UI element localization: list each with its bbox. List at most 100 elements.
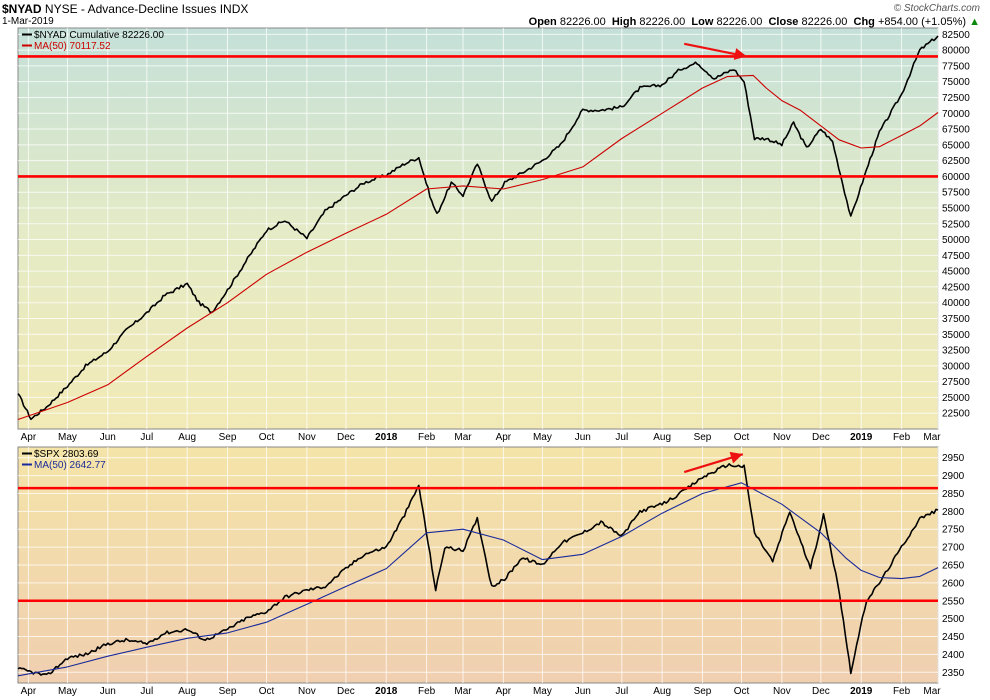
x-tick-label: Aug [178, 432, 196, 443]
y-tick-label: 2550 [942, 596, 965, 607]
exchange-name: NYSE - Advance-Decline Issues [44, 2, 217, 16]
x-tick-label: Mar [923, 686, 941, 697]
y-tick-label: 30000 [942, 361, 970, 372]
x-tick-label: Oct [259, 686, 275, 697]
low-label: Low [691, 16, 714, 28]
x-tick-label: 2018 [375, 686, 398, 697]
chart-symbol-line: $NYAD NYSE - Advance-Decline Issues INDX [2, 2, 248, 16]
legend-label: $SPX 2803.69 [34, 449, 99, 460]
x-tick-label: 2019 [850, 432, 873, 443]
x-tick-label: Dec [337, 432, 355, 443]
y-tick-label: 47500 [942, 251, 970, 262]
y-tick-label: 2650 [942, 561, 965, 572]
x-tick-label: Oct [734, 686, 750, 697]
x-tick-label: Jul [615, 686, 628, 697]
high-label: High [611, 16, 637, 28]
low-value: 82226.00 [716, 16, 763, 28]
x-tick-label: 2019 [850, 686, 873, 697]
open-label: Open [528, 16, 557, 28]
symbol: $NYAD [2, 2, 42, 16]
y-tick-label: 45000 [942, 267, 970, 278]
y-tick-label: 2800 [942, 507, 965, 518]
chart-date: 1-Mar-2019 [2, 16, 54, 27]
x-tick-label: Jul [615, 432, 628, 443]
y-tick-label: 42500 [942, 282, 970, 293]
x-tick-label: May [533, 686, 552, 697]
watermark: © StockCharts.com [893, 3, 980, 14]
y-tick-label: 55000 [942, 203, 970, 214]
y-tick-label: 2350 [942, 668, 965, 679]
y-tick-label: 2500 [942, 614, 965, 625]
x-tick-label: Sep [219, 686, 237, 697]
x-tick-label: Feb [418, 686, 436, 697]
y-tick-label: 75000 [942, 77, 970, 88]
y-tick-label: 77500 [942, 61, 970, 72]
y-tick-label: 37500 [942, 314, 970, 325]
y-tick-label: 2850 [942, 489, 965, 500]
y-tick-label: 27500 [942, 377, 970, 388]
x-tick-label: Sep [219, 432, 237, 443]
open-value: 82226.00 [559, 16, 606, 28]
x-tick-label: May [58, 432, 77, 443]
x-tick-label: Oct [734, 432, 750, 443]
ma50-series-line [17, 482, 939, 677]
y-tick-label: 50000 [942, 235, 970, 246]
x-tick-label: Nov [773, 432, 791, 443]
x-tick-label: May [533, 432, 552, 443]
price-series-line [17, 35, 939, 421]
y-tick-label: 2700 [942, 543, 965, 554]
plot-area-top [17, 27, 939, 430]
x-tick-label: Dec [812, 432, 830, 443]
y-tick-label: 2450 [942, 632, 965, 643]
y-tick-label: 80000 [942, 46, 970, 57]
close-value: 82226.00 [801, 16, 848, 28]
x-tick-label: Sep [694, 686, 712, 697]
x-tick-label: Apr [21, 686, 37, 697]
y-tick-label: 67500 [942, 125, 970, 136]
x-tick-label: Jun [100, 686, 116, 697]
x-tick-label: Aug [178, 686, 196, 697]
y-tick-label: 2600 [942, 578, 965, 589]
x-tick-label: Oct [259, 432, 275, 443]
y-tick-label: 65000 [942, 140, 970, 151]
x-tick-label: Feb [893, 686, 911, 697]
x-tick-label: Aug [653, 686, 671, 697]
y-tick-label: 52500 [942, 219, 970, 230]
x-tick-label: Dec [812, 686, 830, 697]
x-tick-label: Mar [454, 686, 472, 697]
y-tick-label: 35000 [942, 330, 970, 341]
x-tick-label: Apr [496, 686, 512, 697]
legend-label: $NYAD Cumulative 82226.00 [34, 30, 164, 41]
x-tick-label: Apr [21, 432, 37, 443]
y-tick-label: 57500 [942, 188, 970, 199]
x-tick-label: Jul [140, 686, 153, 697]
x-tick-label: Jun [575, 686, 591, 697]
x-tick-label: 2018 [375, 432, 398, 443]
y-tick-label: 70000 [942, 109, 970, 120]
y-tick-label: 60000 [942, 172, 970, 183]
y-tick-label: 2950 [942, 453, 965, 464]
bottom-panel: 2350 2400 2450 2500 2550 2600 2650 2700 2750 2800… [17, 446, 965, 697]
annotation-arrow-head [729, 451, 743, 464]
x-tick-label: Nov [298, 432, 316, 443]
y-tick-label: 2400 [942, 650, 965, 661]
x-tick-label: Jun [575, 432, 591, 443]
x-tick-label: Feb [893, 432, 911, 443]
x-tick-label: Nov [773, 686, 791, 697]
high-value: 82226.00 [639, 16, 686, 28]
x-tick-label: Dec [337, 686, 355, 697]
chg-up-icon: ▲ [969, 16, 980, 28]
top-panel: 22500 25000 27500 30000 32500 35000 37500 40000… [17, 27, 970, 443]
ohlc-line: Open 82226.00 High 82226.00 Low 82226.00… [529, 16, 980, 28]
chg-label: Chg [853, 16, 875, 28]
y-tick-label: 22500 [942, 409, 970, 420]
ma50-series-line [17, 74, 939, 421]
instrument-type: INDX [219, 2, 249, 16]
x-tick-label: Jun [100, 432, 116, 443]
y-tick-label: 2750 [942, 525, 965, 536]
x-tick-label: Mar [923, 432, 941, 443]
chg-value: +854.00 (+1.05%) [877, 16, 967, 28]
annotation-arrow-head [733, 48, 747, 60]
x-tick-label: May [58, 686, 77, 697]
